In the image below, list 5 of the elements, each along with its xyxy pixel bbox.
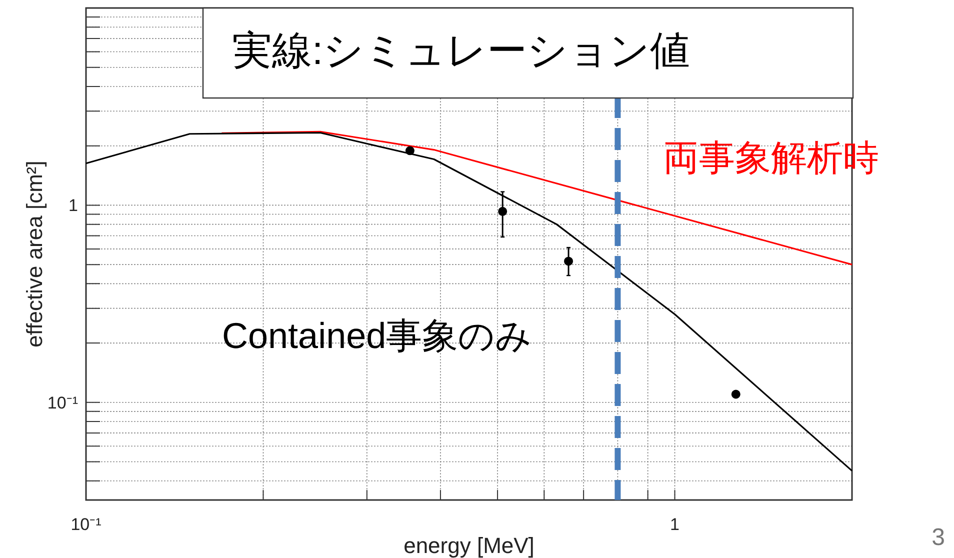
y-axis-title: effective area [cm²] bbox=[22, 160, 47, 348]
annotation: 実線:シミュレーション値 bbox=[232, 29, 690, 73]
text: Contained事象のみ bbox=[222, 315, 532, 356]
text: 3 bbox=[932, 524, 945, 551]
x-axis-title: energy [MeV] bbox=[404, 533, 534, 558]
